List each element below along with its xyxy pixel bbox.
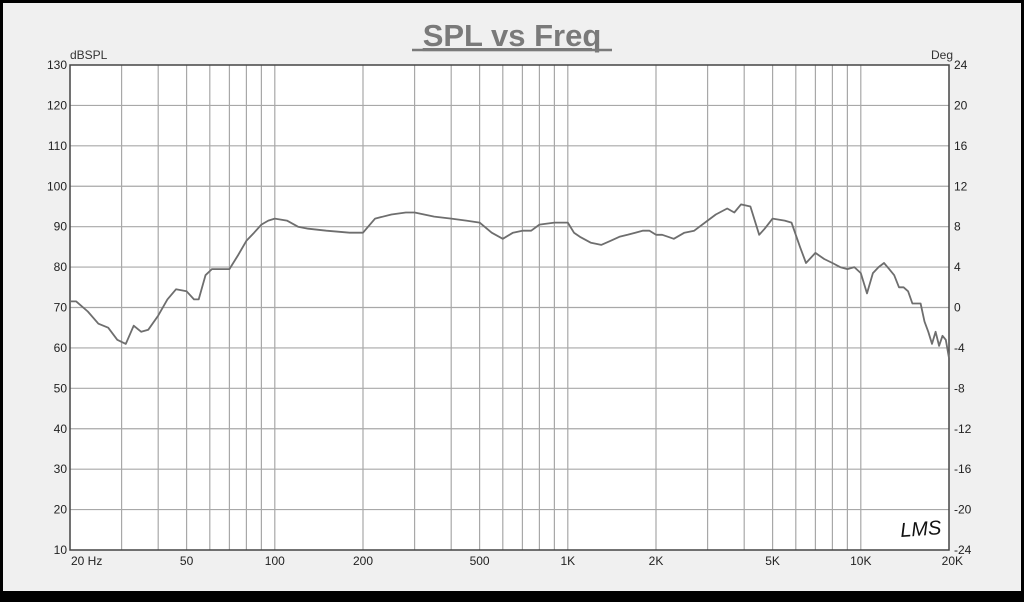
x-tick-label: 20K xyxy=(942,554,963,568)
y-tick-label-right: 4 xyxy=(954,260,961,274)
y-tick-label-left: 70 xyxy=(54,301,68,315)
x-tick-label: 50 xyxy=(180,554,194,568)
lms-watermark: LMS xyxy=(900,517,943,542)
y-tick-label-right: 24 xyxy=(954,58,968,72)
y-tick-label-left: 40 xyxy=(54,422,68,436)
x-ticks: 20 Hz 50 100 200 500 1K 2K 5K 10K 20K xyxy=(71,554,963,568)
y-tick-label-right: 12 xyxy=(954,179,968,193)
y-tick-label-right: -16 xyxy=(954,462,972,476)
y-tick-label-right: 8 xyxy=(954,220,961,234)
y-ticks-right: 24 20 16 12 8 4 0 -4 -8 -12 -16 -20 -24 xyxy=(954,58,972,557)
y-tick-label-right: -4 xyxy=(954,341,965,355)
y-tick-label-left: 90 xyxy=(54,220,68,234)
y-tick-label-right: 20 xyxy=(954,98,968,112)
y-tick-label-right: 16 xyxy=(954,139,968,153)
y-tick-label-left: 20 xyxy=(54,503,68,517)
x-tick-label: 2K xyxy=(649,554,664,568)
x-tick-label: 20 Hz xyxy=(71,554,102,568)
y-tick-label-left: 120 xyxy=(47,98,67,112)
y-tick-label-left: 80 xyxy=(54,260,68,274)
watermark-text: LMS xyxy=(900,517,943,542)
y-tick-label-right: -8 xyxy=(954,381,965,395)
y-axis-left-label: dBSPL xyxy=(70,48,108,62)
x-tick-label: 100 xyxy=(265,554,285,568)
y-axis-right-label: Deg xyxy=(931,48,953,62)
x-tick-label: 10K xyxy=(850,554,871,568)
y-tick-label-left: 110 xyxy=(48,139,67,153)
y-tick-label-left: 60 xyxy=(54,341,68,355)
bottom-strip xyxy=(0,591,1024,597)
y-tick-label-left: 100 xyxy=(47,179,67,193)
y-tick-label-left: 50 xyxy=(54,381,68,395)
x-tick-label: 1K xyxy=(560,554,575,568)
x-tick-label: 5K xyxy=(765,554,780,568)
spl-curve xyxy=(70,203,950,359)
grid-lines xyxy=(70,65,949,550)
y-tick-label-right: 0 xyxy=(954,301,961,315)
y-tick-label-right: -12 xyxy=(954,422,972,436)
y-tick-label-left: 10 xyxy=(54,543,68,557)
series-group xyxy=(70,203,950,359)
y-ticks-left: 130 120 110 100 90 80 70 60 50 40 30 20 10 xyxy=(47,58,67,557)
y-tick-label-right: -24 xyxy=(954,543,972,557)
x-tick-label: 200 xyxy=(353,554,373,568)
y-tick-label-left: 130 xyxy=(47,58,67,72)
chart-title: SPL vs Freq xyxy=(423,18,602,53)
y-tick-label-left: 30 xyxy=(54,462,68,476)
y-tick-label-right: -20 xyxy=(954,503,972,517)
x-tick-label: 500 xyxy=(470,554,490,568)
plot-frame xyxy=(69,64,950,551)
